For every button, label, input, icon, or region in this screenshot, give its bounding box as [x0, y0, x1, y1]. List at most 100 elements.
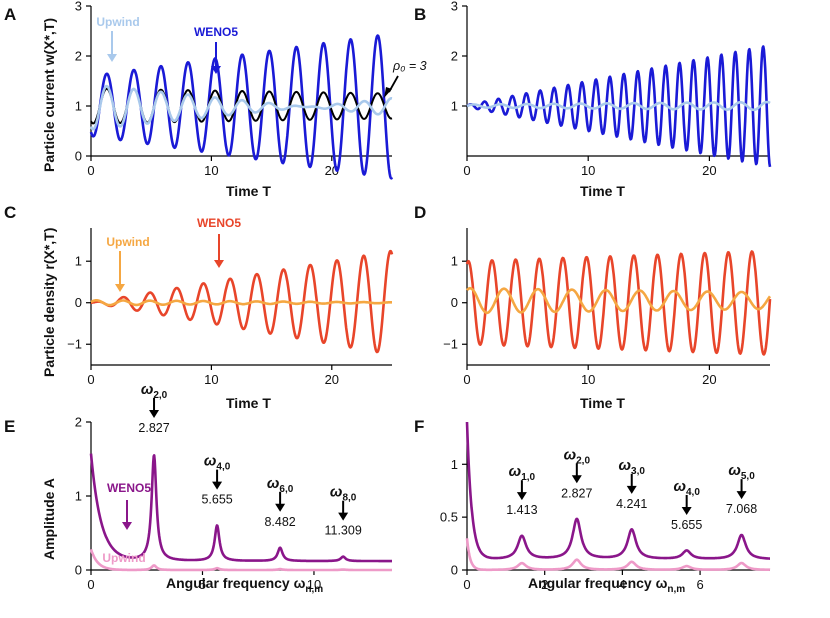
panel-f-peak-arrow-3-head	[681, 506, 692, 515]
x-axis-title-f-main: Angular frequency ω	[528, 575, 668, 591]
panel-e-y-tick-label-2: 2	[75, 415, 82, 430]
panel-f-x-tick-label-3: 6	[696, 577, 703, 592]
panel-e-x-tick-label-2: 10	[307, 577, 321, 592]
panel-e-peak-label-sub-0: 2,0	[153, 390, 167, 401]
panel-f-peak-label-sub-2: 3,0	[631, 466, 645, 477]
panel-f-peak-label-sub-0: 1,0	[521, 472, 535, 483]
panel-d-x-tick-label-0: 0	[463, 372, 470, 387]
panel-d-x-tick-label-2: 20	[702, 372, 716, 387]
panel-f-peak-arrow-3	[681, 494, 692, 515]
panel-e-peak-arrow-3-head	[338, 512, 349, 521]
panel-d-y-tick-label-2: 1	[451, 254, 458, 269]
panel-c-y-tick-label-1: 0	[75, 295, 82, 310]
panel-f-y-tick-label-0: 0	[451, 563, 458, 578]
panel-e-peak-value-3: 11.309	[324, 524, 361, 538]
panel-f-peak-value-3: 5.655	[671, 518, 702, 532]
x-axis-title-d: Time T	[580, 395, 625, 411]
panel-e-peak-label-sub-3: 8,0	[342, 493, 356, 504]
panel-b-y-tick-label-0: 1	[451, 99, 458, 114]
panel-c-x-tick-label-0: 0	[87, 372, 94, 387]
panel-c-upwind-label: Upwind	[106, 235, 149, 249]
panel-b-x-tick-label-2: 20	[702, 163, 716, 178]
panel-label-a: A	[4, 5, 16, 24]
panel-c-x-tick-label-1: 10	[204, 372, 218, 387]
panel-e-peak-arrow-1	[212, 469, 223, 490]
panel-a-x-tick-label-1: 10	[204, 163, 218, 178]
panel-a-weno-label: WENO5	[194, 25, 238, 39]
panel-c-upwind-arrow-head	[115, 284, 125, 292]
panel-a-y-tick-label-2: 2	[75, 49, 82, 64]
panel-label-d: D	[414, 203, 426, 222]
panel-d-y-tick-label-0: −1	[443, 337, 458, 352]
panel-a-upwind-arrow-head	[107, 54, 117, 62]
panel-a-y-tick-label-0: 0	[75, 149, 82, 164]
y-axis-title-a: Particle current w(X*,T)	[41, 18, 57, 172]
panel-a-y-tick-label-1: 1	[75, 99, 82, 114]
x-axis-title-c: Time T	[226, 395, 271, 411]
panel-f-peak-value-4: 7.068	[726, 502, 757, 516]
panel-a-series-upwind	[89, 84, 393, 131]
panel-label-b: B	[414, 5, 426, 24]
panel-a-upwind-label: Upwind	[96, 15, 139, 29]
panel-a-series-weno5	[89, 34, 394, 180]
panel-f-peak-arrow-2-head	[626, 485, 637, 494]
panel-b: 0 10 20 1 2 3	[451, 0, 772, 178]
panel-e-series-weno5	[89, 453, 393, 563]
y-axis-title-e: Amplitude A	[41, 478, 57, 560]
panel-a-rho-label: ρ₀ = 3	[392, 59, 427, 73]
panel-e-peak-arrow-1-head	[212, 481, 223, 490]
panel-c: 0 10 20 −1 0 1 Upwind WENO5	[67, 216, 394, 387]
panel-d-series-upwind	[466, 286, 772, 315]
panel-e-peak-arrow-3	[338, 500, 349, 521]
panel-f-peak-arrow-0-head	[516, 492, 527, 501]
panel-b-y-tick-label-2: 3	[451, 0, 458, 14]
panel-label-e: E	[4, 417, 15, 436]
panel-f-y-tick-label-2: 1	[451, 457, 458, 472]
panel-e-upwind-label: Upwind	[102, 551, 145, 565]
panel-c-x-tick-label-2: 20	[325, 372, 339, 387]
panel-c-series-weno5	[90, 249, 394, 354]
panel-e: 0 5 10012ω2,02.827ω4,05.655ω6,08.482ω8,011…	[75, 381, 393, 592]
panel-e-peak-value-0: 2.827	[138, 421, 169, 435]
x-axis-title-e-main: Angular frequency ω	[166, 575, 306, 591]
panel-d: 0 10 20 −1 0 1	[443, 228, 772, 387]
x-axis-title-a: Time T	[226, 183, 271, 199]
panel-f-peak-value-0: 1.413	[506, 503, 537, 517]
x-axis-title-e: Angular frequency ωn,m	[166, 575, 323, 595]
panel-e-weno-arrow	[122, 500, 132, 530]
panel-f-peak-arrow-1	[571, 463, 582, 484]
panel-f-peak-arrow-4	[736, 479, 747, 500]
panel-f-series-upwind	[465, 538, 771, 572]
panel-a-weno-arrow	[211, 42, 221, 74]
panel-f-x-tick-label-1: 2	[541, 577, 548, 592]
panel-c-weno-label: WENO5	[197, 216, 241, 230]
y-axis-title-c: Particle density r(X*,T)	[41, 228, 57, 377]
panel-b-y-tick-label-1: 2	[451, 49, 458, 64]
x-axis-title-f-sub: n,m	[667, 584, 685, 595]
panel-f-peak-value-1: 2.827	[561, 486, 592, 500]
panel-d-x-tick-label-1: 10	[581, 372, 595, 387]
panel-f-x-tick-label-2: 4	[619, 577, 626, 592]
panel-c-y-tick-label-0: −1	[67, 337, 82, 352]
panel-e-x-tick-label-0: 0	[87, 577, 94, 592]
panel-a-upwind-arrow	[107, 31, 117, 62]
x-axis-title-e-sub: n,m	[305, 584, 323, 595]
panel-b-series-weno5	[466, 45, 772, 168]
panel-c-y-tick-label-2: 1	[75, 254, 82, 269]
panel-e-series-upwind	[89, 548, 393, 572]
panel-f-peak-arrow-0	[516, 480, 527, 501]
panel-e-peak-arrow-2	[275, 491, 286, 512]
panel-e-peak-arrow-0	[149, 398, 160, 418]
panel-d-y-tick-label-1: 0	[451, 295, 458, 310]
panel-e-weno-label: WENO5	[107, 481, 151, 495]
panel-f-y-tick-label-1: 0.5	[440, 510, 458, 525]
panel-e-peak-value-2: 8.482	[264, 515, 295, 529]
panel-f-peak-value-2: 4.241	[616, 497, 647, 511]
panel-e-peak-label-sub-2: 6,0	[279, 484, 293, 495]
panel-f-peak-arrow-4-head	[736, 491, 747, 500]
panel-f-peak-label-sub-4: 5,0	[741, 471, 755, 482]
panel-d-series-weno5	[465, 250, 772, 356]
panel-f: 0 2 4 600.51 ω1,01.413ω2,02.827ω3,04.241ω4,0…	[440, 421, 771, 592]
panel-label-f: F	[414, 417, 424, 436]
